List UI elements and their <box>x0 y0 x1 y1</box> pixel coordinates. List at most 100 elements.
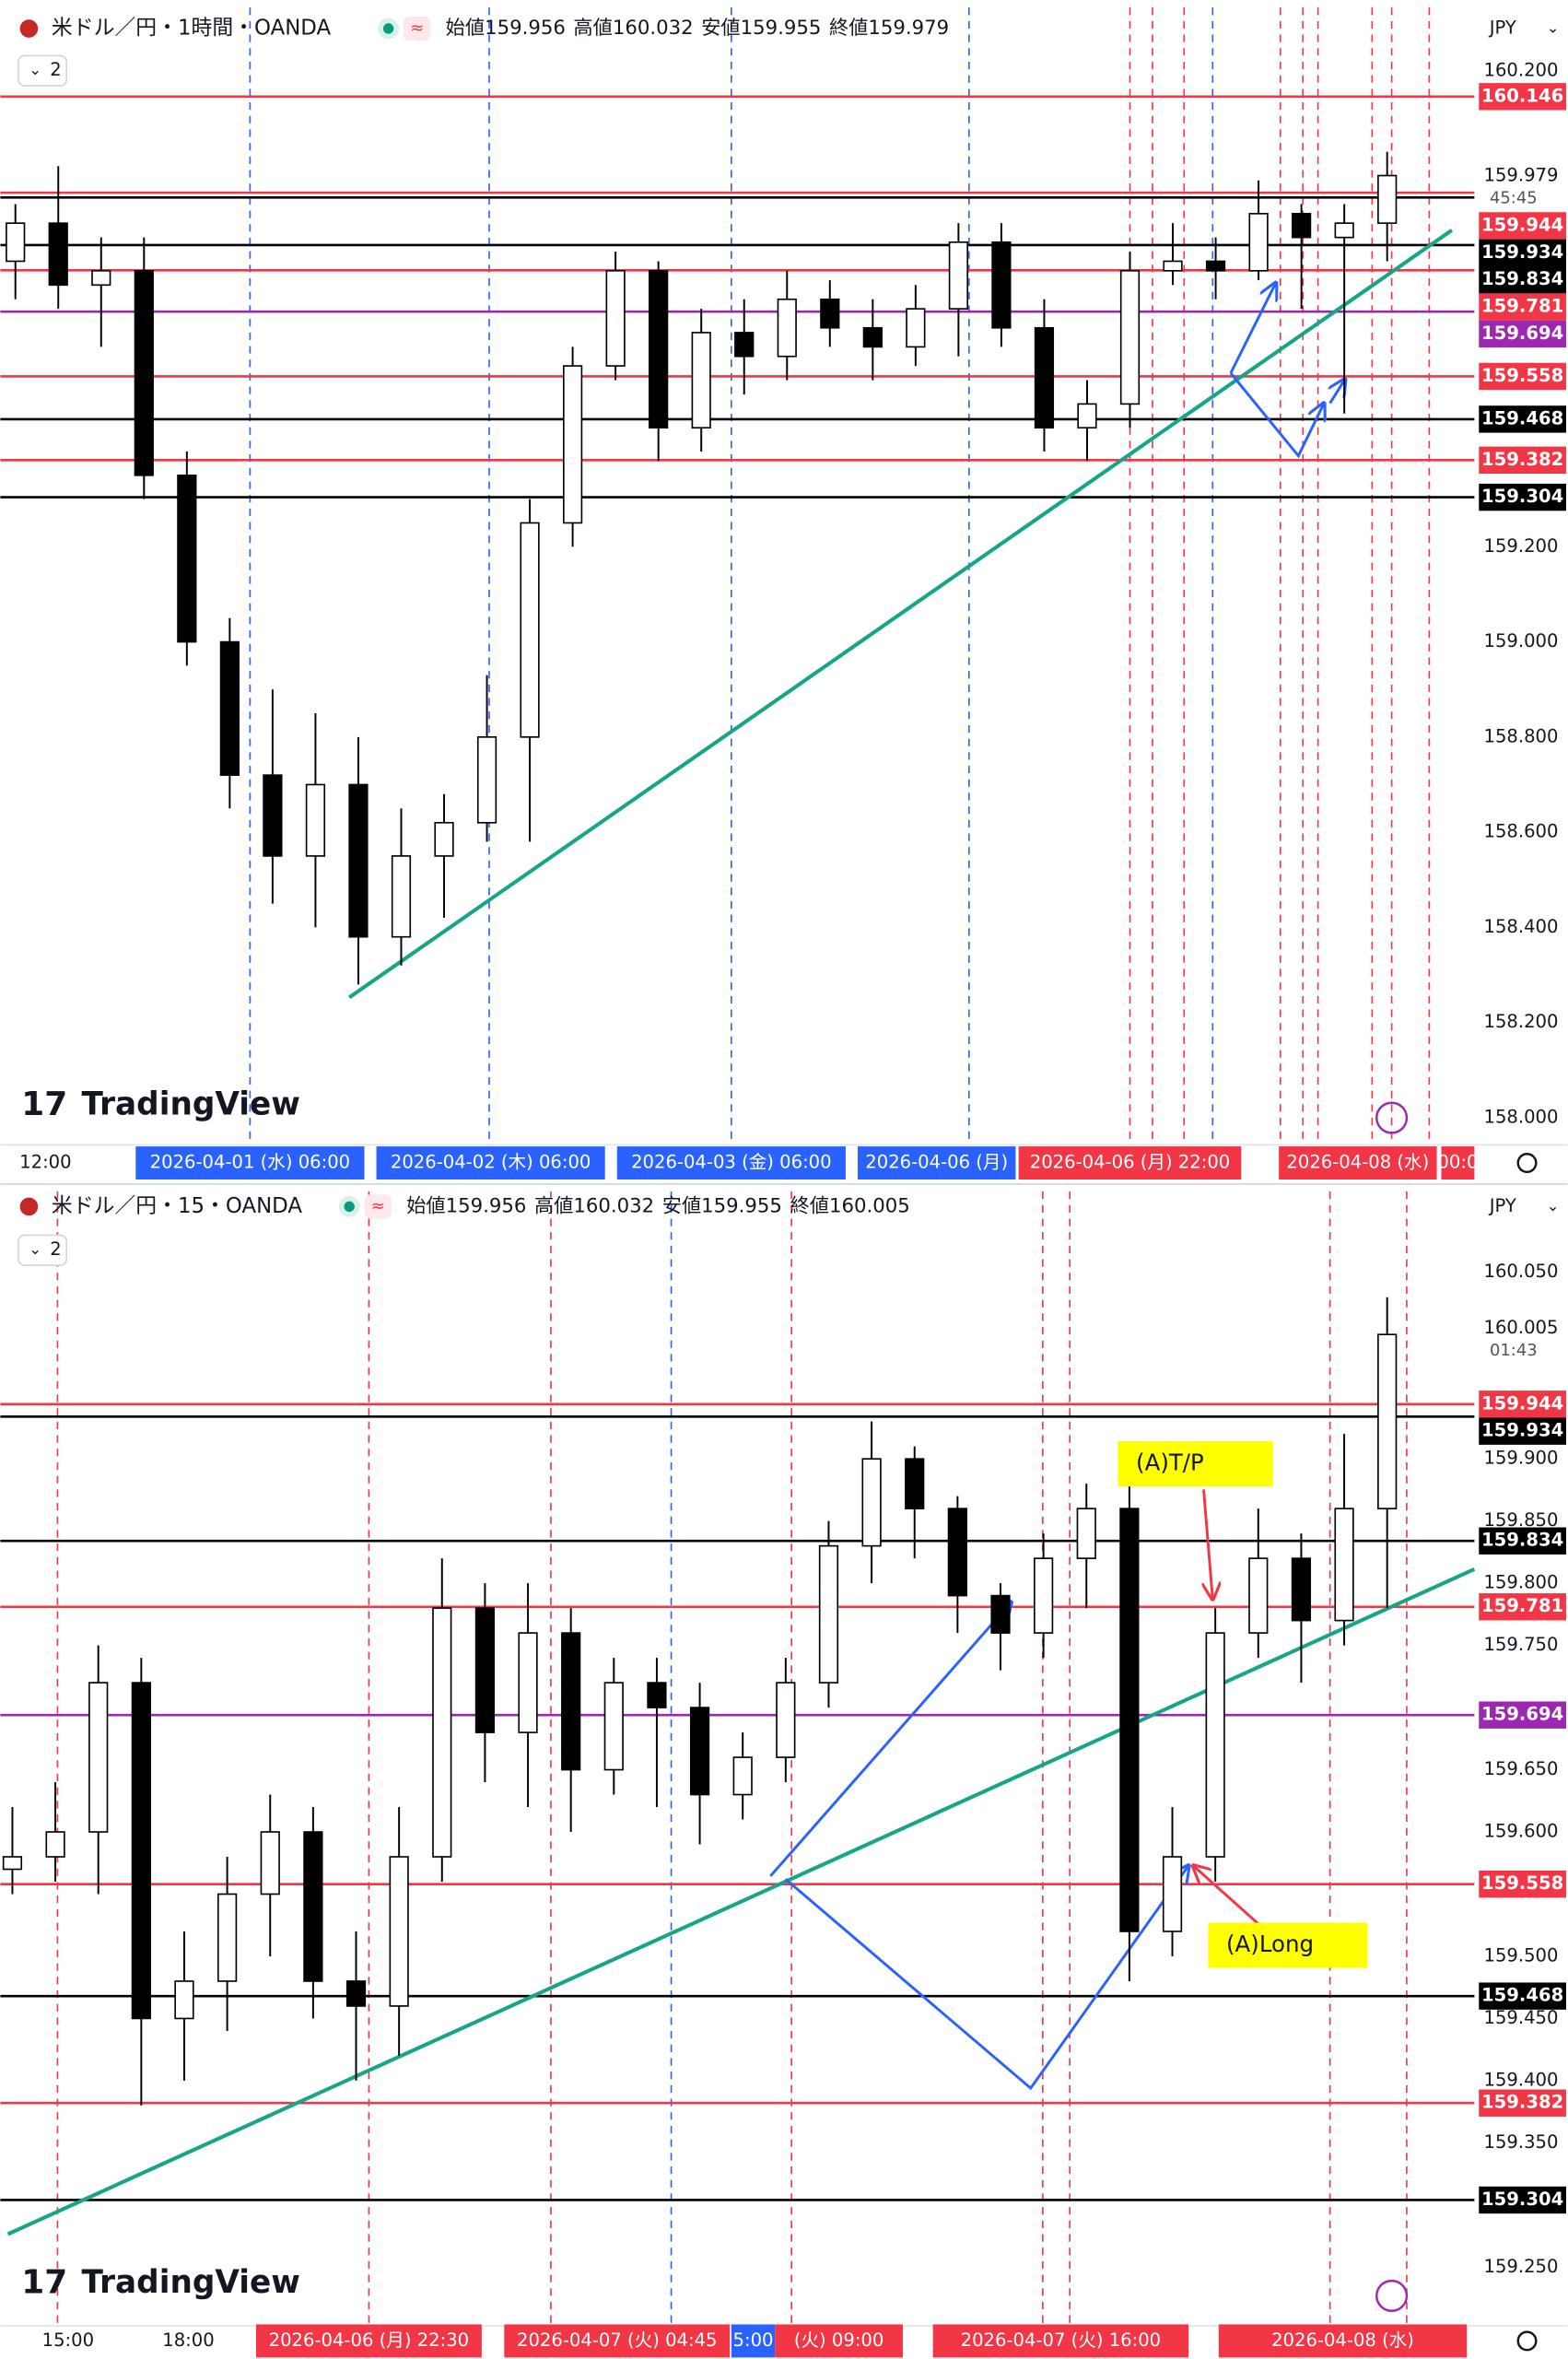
level-label-bg <box>1479 320 1566 348</box>
candle-body <box>1162 1856 1183 1932</box>
level-label: 159.781 <box>1481 1595 1563 1616</box>
candle-body <box>45 1831 65 1858</box>
level-label-bg <box>1479 293 1566 321</box>
currency: JPY <box>1488 18 1516 39</box>
candle-body <box>732 1756 753 1796</box>
candle-body <box>906 308 926 348</box>
y-tick-label: 158.800 <box>1484 725 1559 746</box>
time-label: 2026-04-07 (火) 04:45 <box>517 2330 718 2351</box>
currency: JPY <box>1488 1195 1516 1216</box>
candle-body <box>1334 222 1354 239</box>
level-label-bg <box>1479 1982 1566 2010</box>
candle-body <box>1077 403 1097 429</box>
time-label-bg <box>376 1146 605 1180</box>
candle-body <box>91 269 111 287</box>
candle-body <box>391 855 412 938</box>
indicator-count: 2 <box>50 59 61 80</box>
candle-body <box>862 326 883 348</box>
candle-body <box>561 1632 581 1771</box>
candle-body <box>1377 1333 1398 1509</box>
candle-body <box>474 1607 496 1733</box>
y-tick-label: 159.900 <box>1484 1448 1559 1469</box>
time-label-bg <box>731 2324 776 2358</box>
candle-body <box>776 1682 796 1758</box>
candle-body <box>1034 1557 1054 1634</box>
level-label-bg <box>1479 405 1566 433</box>
y-tick-label: 159.750 <box>1484 1634 1559 1655</box>
arrow <box>1193 1865 1265 1931</box>
current-price-label: 160.005 <box>1484 1317 1559 1338</box>
y-tick-label: 159.800 <box>1484 1572 1559 1593</box>
ohlc-close: 終値160.005 <box>790 1194 910 1217</box>
candle-body <box>647 1682 667 1708</box>
time-label-bg <box>255 2324 482 2358</box>
level-label: 159.382 <box>1481 449 1563 470</box>
flag-icon <box>19 1197 39 1216</box>
candle-body <box>345 1980 367 2007</box>
annotation-text: (A)Long <box>1226 1931 1314 1957</box>
candle-body <box>520 522 540 738</box>
candle-body <box>1205 260 1226 272</box>
level-label: 159.944 <box>1481 1392 1563 1414</box>
level-label-bg <box>1479 446 1566 475</box>
indicator-toggle-caret: ⌄ <box>29 1240 41 1258</box>
candle-body <box>649 269 669 429</box>
time-label: 2026-04-06 (月) <box>865 1152 1008 1173</box>
countdown: 01:43 <box>1490 1341 1538 1360</box>
settings-icon <box>1516 2330 1538 2352</box>
candle-body <box>303 1831 323 1982</box>
y-tick-label: 159.600 <box>1484 1821 1559 1842</box>
candle-body <box>1292 213 1312 239</box>
level-label-bg <box>1479 266 1566 294</box>
candle-body <box>263 774 283 857</box>
level-label-bg <box>1479 1593 1566 1621</box>
annotation-box <box>1208 1922 1368 1968</box>
candle-body <box>88 1682 109 1833</box>
symbol: 米ドル／円・1時間・OANDA <box>52 17 332 41</box>
level-label-bg <box>1479 1871 1566 1898</box>
y-tick-label: 159.000 <box>1484 630 1559 651</box>
ohlc-low: 安値159.955 <box>701 17 821 40</box>
indicator-toggle-caret: ⌄ <box>29 61 41 78</box>
trend-line <box>6 1567 1476 2236</box>
y-tick-label: 159.500 <box>1484 1944 1559 1966</box>
level-label: 159.304 <box>1481 486 1563 507</box>
y-tick-label: 159.350 <box>1484 2131 1559 2153</box>
candle-body <box>1034 326 1055 429</box>
candle-body <box>177 475 197 643</box>
y-tick-label: 159.400 <box>1484 2069 1559 2090</box>
y-tick-label: 159.200 <box>1484 535 1559 557</box>
candle-body <box>1163 260 1183 272</box>
ohlc-open: 始値159.956 <box>446 17 566 40</box>
candle-body <box>389 1856 409 2007</box>
level-label: 159.694 <box>1481 1704 1563 1725</box>
ohlc-low: 安値159.955 <box>662 1194 782 1217</box>
level-label-bg <box>1479 1417 1566 1445</box>
level-label: 159.834 <box>1481 268 1563 289</box>
candle-body <box>1205 1632 1225 1858</box>
time-label-bg <box>775 2324 903 2358</box>
level-label-bg <box>1479 1391 1566 1418</box>
candle-body <box>305 783 326 857</box>
status-badge-icon: ≈ <box>410 18 424 38</box>
candle-body <box>820 298 840 329</box>
candle-body <box>432 1607 452 1858</box>
time-label: 12:00 <box>19 1152 71 1173</box>
candle-body <box>219 640 240 776</box>
level-label: 159.468 <box>1481 1985 1563 2006</box>
trend-line <box>347 229 1454 1000</box>
level-label: 159.934 <box>1481 1420 1563 1441</box>
y-tick-label: 158.200 <box>1484 1011 1559 1032</box>
level-label: 159.781 <box>1481 296 1563 317</box>
y-tick-label: 159.450 <box>1484 2007 1559 2028</box>
level-label: 159.558 <box>1481 1872 1563 1894</box>
time-label-bg <box>1218 2324 1468 2358</box>
y-tick-label: 158.000 <box>1484 1106 1559 1127</box>
candle-body <box>48 222 68 287</box>
time-label: 00:0 <box>1437 1152 1478 1173</box>
time-label-bg <box>504 2324 731 2358</box>
status-dot-inner <box>382 23 394 34</box>
level-label-bg <box>1479 2186 1566 2214</box>
candle-body <box>1119 269 1141 405</box>
